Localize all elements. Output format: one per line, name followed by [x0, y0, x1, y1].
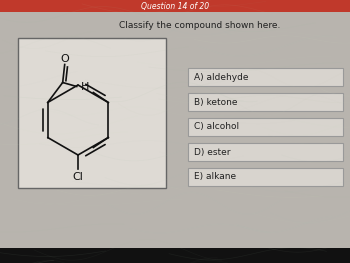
Text: Cl: Cl	[72, 172, 83, 182]
Text: Question 14 of 20: Question 14 of 20	[141, 2, 209, 11]
Bar	[0, 0, 350, 12]
Bar	[188, 143, 343, 161]
Text: A) aldehyde: A) aldehyde	[194, 73, 248, 82]
Text: H: H	[81, 82, 89, 92]
Text: C) alcohol: C) alcohol	[194, 123, 239, 132]
Text: Classify the compound shown here.: Classify the compound shown here.	[119, 21, 281, 29]
Bar	[188, 93, 343, 111]
Text: E) alkane: E) alkane	[194, 173, 236, 181]
Bar	[188, 118, 343, 136]
Bar	[0, 248, 350, 263]
Bar	[188, 68, 343, 86]
Text: B) ketone: B) ketone	[194, 98, 238, 107]
Text: O: O	[60, 53, 69, 63]
Bar	[188, 168, 343, 186]
Bar	[18, 38, 166, 188]
Text: D) ester: D) ester	[194, 148, 231, 156]
